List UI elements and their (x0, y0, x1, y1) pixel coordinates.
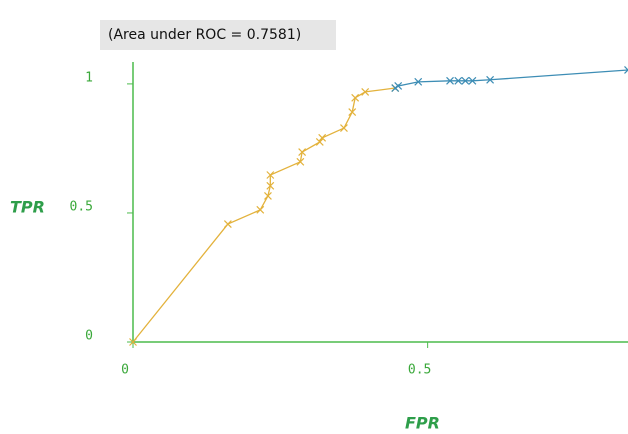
point-marker (468, 76, 477, 85)
point-marker (264, 191, 272, 200)
point-marker (361, 87, 370, 96)
roc-line (132, 87, 396, 343)
point-marker (318, 133, 327, 142)
y-tick-label: 0.5 (70, 199, 93, 214)
chart-title: (Area under ROC = 0.7581) (108, 27, 301, 43)
point-marker (298, 148, 307, 156)
point-marker (129, 338, 137, 346)
point-marker (340, 124, 348, 132)
point-marker (266, 171, 275, 179)
point-marker (256, 205, 265, 214)
y-tick-label: 0 (85, 329, 93, 344)
point-marker (624, 66, 628, 74)
y-axis-label: TPR (10, 198, 45, 217)
y-tick-label: 1 (85, 70, 93, 85)
point-marker (454, 76, 463, 85)
x-tick-label: 0.5 (408, 363, 431, 378)
x-axis-label: FPR (405, 414, 440, 433)
point-marker (394, 82, 403, 90)
roc-line (394, 69, 628, 89)
point-marker (486, 75, 495, 84)
point-marker (315, 138, 324, 146)
point-marker (446, 76, 454, 85)
x-tick-label: 0 (121, 363, 129, 378)
point-marker (461, 76, 470, 85)
point-marker (266, 181, 275, 190)
title-box (100, 20, 336, 50)
point-marker (223, 220, 232, 228)
point-marker (296, 157, 305, 166)
point-marker (414, 77, 423, 86)
point-marker (348, 108, 357, 116)
point-marker (351, 93, 360, 102)
